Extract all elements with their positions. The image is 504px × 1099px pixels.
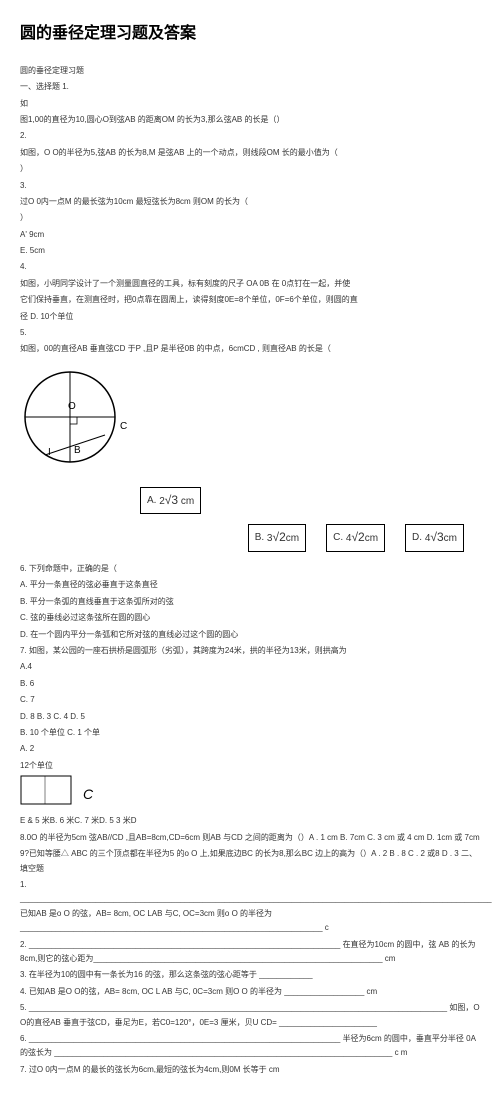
formula-c-value: 4√2cm [343,527,378,549]
formula-b-label: B. [255,529,264,547]
formula-c-label: C. [333,529,343,547]
question-9: 9?已知等腰△ ABC 的三个顶点都在半径为5 的o O 上,如果底边BC 的长… [20,847,484,876]
question-3: 过O 0内一点M 的最长弦为10cm 最短弦长为8cm 则OM 的长为（ [20,195,484,209]
formula-b-box: B. 3√2cm [248,524,306,552]
section-heading: 一、选择题 1. [20,80,484,94]
option-6a: A. 平分一条直径的弦必垂直于这条直径 [20,578,484,592]
label-c: C [120,421,127,432]
option-6d: D. 在一个圆内平分一条弧和它所对弦的直线必过这个圆的圆心 [20,628,484,642]
page-title: 圆的垂径定理习题及答案 [20,20,484,49]
subtitle: 圆的垂径定理习题 [20,64,484,78]
question-8: 8.0O 的半径为5cm 弦AB//CD ,且AB=8cm,CD=6cm 则AB… [20,831,484,845]
question-num: 3. [20,179,484,193]
question-num: 5. [20,326,484,340]
question-5: 如图，00的直径AB 垂直弦CD 于P ,且P 是半径0B 的中点，6cmCD … [20,342,484,356]
option-a: A' 9cm [20,228,484,242]
text-line: 如 [20,97,484,111]
formula-a-label: A. [147,492,156,510]
option-7a: A.4 [20,660,484,674]
formula-d-box: D. 4√3cm [405,524,464,552]
question-num: 2. [20,129,484,143]
label-i: I [48,447,51,458]
fill-5: 5. _____________________________________… [20,1001,484,1030]
formula-c-box: C. 4√2cm [326,524,385,552]
fill-1: 1. _____________________________________… [20,878,484,936]
label-b: B [74,445,81,456]
question-7: 7. 如图，某公园的一座石拱桥是圆弧形（劣弧），其跨度为24米，拱的半径为13米… [20,644,484,658]
fill-6: 6. _____________________________________… [20,1032,484,1061]
paren: ） [20,211,484,225]
formula-a-value: 2√3 cm [156,490,194,512]
geometry-svg: O C I B [20,367,130,477]
question-num: 4. [20,260,484,274]
question-4-line3: 径 D. 10个单位 [20,310,484,324]
formula-d-value: 4√3cm [422,527,457,549]
option-712: 12个单位 [20,759,484,773]
small-box-diagram: C [20,775,105,812]
formula-d-label: D. [412,529,422,547]
formula-a-box: A. 2√3 cm [140,487,201,515]
circle-diagram: O C I B [20,367,484,477]
label-c: C [83,786,94,802]
fill-3: 3. 在半径为10的圆中有一条长为16 的弦，那么这条弦的弦心距等于 _____… [20,968,484,982]
small-box-svg: C [20,775,105,807]
question-4-line2: 它们保持垂直，在测直径时，把0点靠在圆周上，读得刻度0E=8个单位，0F=6个单… [20,293,484,307]
question-4-line1: 如图，小明同学设计了一个测量圆直径的工具，标有刻度的尺子 OA 0B 在 0点钉… [20,277,484,291]
option-6c: C. 弦的垂线必过这条弦所在圆的圆心 [20,611,484,625]
formula-row: A. 2√3 cm [20,487,484,515]
fill-7: 7. 过O 0内一点M 的最长的弦长为6cm,最短的弦长为4cm,则0M 长等于… [20,1063,484,1077]
label-o: O [68,401,76,412]
option-7b2: B. 10 个单位 C. 1 个单 [20,726,484,740]
question-1: 图1,00的直径为10,圆心O到弦AB 的距离OM 的长为3,那么弦AB 的长是… [20,113,484,127]
paren: ） [20,162,484,176]
answer-7: E & 5 米B. 6 米C. 7 米D. 5 3 米D [20,814,484,828]
option-e: E. 5cm [20,244,484,258]
option-7c: C. 7 [20,693,484,707]
option-7d: D. 8 B. 3 C. 4 D. 5 [20,710,484,724]
option-7a2: A. 2 [20,742,484,756]
formula-row-2: B. 3√2cm C. 4√2cm D. 4√3cm [20,524,464,552]
option-7b: B. 6 [20,677,484,691]
question-2: 如图，O O的半径为5,弦AB 的长为8,M 是弦AB 上的一个动点，则线段OM… [20,146,484,160]
fill-4: 4. 已知AB 是O O的弦，AB= 8cm, OC L AB 与C, 0C=3… [20,985,484,999]
formula-b-value: 3√2cm [264,527,299,549]
option-6b: B. 平分一条弧的直线垂直于这条弧所对的弦 [20,595,484,609]
question-6: 6. 下列命题中，正确的是（ [20,562,484,576]
fill-2: 2. _____________________________________… [20,938,484,967]
